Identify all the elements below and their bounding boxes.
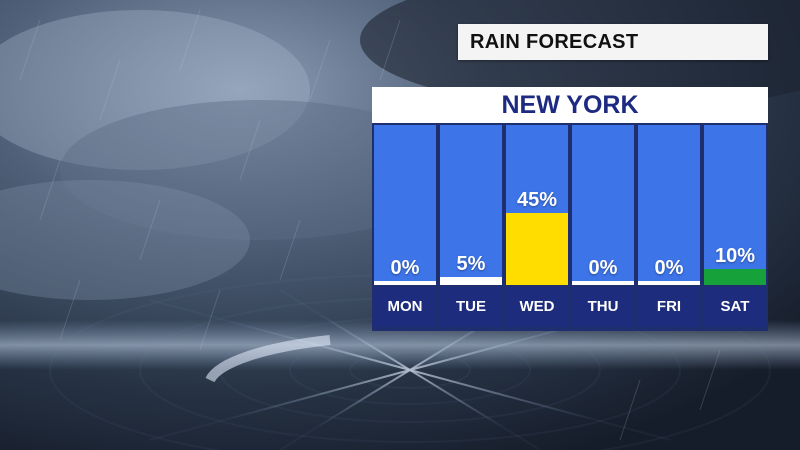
bar-thu [572, 281, 634, 285]
column-thu: 0% [572, 125, 634, 285]
bar-fri [638, 281, 700, 285]
value-label-tue: 5% [456, 253, 486, 275]
value-label-thu: 0% [588, 257, 618, 279]
value-label-mon: 0% [390, 257, 420, 279]
bar-wed [506, 213, 568, 285]
bar-mon [374, 281, 436, 285]
bar-sat [704, 269, 766, 285]
rain-forecast-title: RAIN FORECAST [470, 31, 639, 53]
day-label-mon: MON [374, 287, 436, 327]
column-fri: 0% [638, 125, 700, 285]
value-label-sat: 10% [714, 245, 756, 267]
forecast-chart-panel: NEW YORK 0% MON 5% TUE 45% WED 0% THU 0% FRI 10% SA… [372, 87, 768, 331]
value-label-fri: 0% [654, 257, 684, 279]
day-label-sat: SAT [704, 287, 766, 327]
day-label-fri: FRI [638, 287, 700, 327]
bar-tue [440, 277, 502, 285]
column-wed: 45% [506, 125, 568, 285]
city-title: NEW YORK [372, 87, 768, 123]
day-label-wed: WED [506, 287, 568, 327]
day-label-tue: TUE [440, 287, 502, 327]
column-sat: 10% [704, 125, 766, 285]
day-label-thu: THU [572, 287, 634, 327]
rain-forecast-title-box: RAIN FORECAST [458, 24, 768, 60]
column-mon: 0% [374, 125, 436, 285]
column-tue: 5% [440, 125, 502, 285]
value-label-wed: 45% [516, 189, 558, 211]
